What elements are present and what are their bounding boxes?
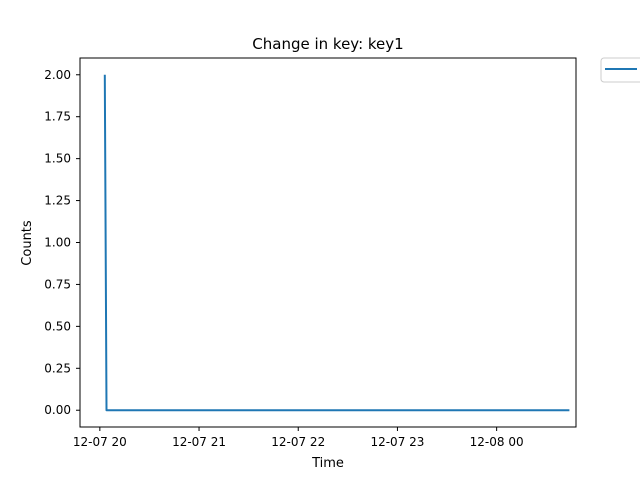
y-tick-label: 1.25: [44, 194, 71, 208]
chart-title: Change in key: key1: [252, 35, 403, 53]
y-tick-label: 0.75: [44, 277, 71, 291]
y-tick-label: 0.25: [44, 361, 71, 375]
y-tick-label: 1.50: [44, 152, 71, 166]
series-line: [103, 74, 570, 412]
y-tick-label: 0.50: [44, 319, 71, 333]
y-tick-label: 2.00: [44, 68, 71, 82]
y-tick-label: 0.00: [44, 403, 71, 417]
y-axis-label: Counts: [20, 220, 35, 266]
x-tick-label: 12-07 21: [172, 435, 226, 449]
x-tick-label: 12-07 20: [73, 435, 127, 449]
plot-area: [79, 57, 577, 428]
x-tick-label: 12-08 00: [470, 435, 524, 449]
y-tick-label: 1.75: [44, 110, 71, 124]
x-tick-label: 12-07 23: [370, 435, 424, 449]
x-tick-label: 12-07 22: [271, 435, 325, 449]
y-tick-label: 1.00: [44, 236, 71, 250]
legend: [600, 57, 640, 83]
x-axis-label: Time: [311, 456, 344, 471]
